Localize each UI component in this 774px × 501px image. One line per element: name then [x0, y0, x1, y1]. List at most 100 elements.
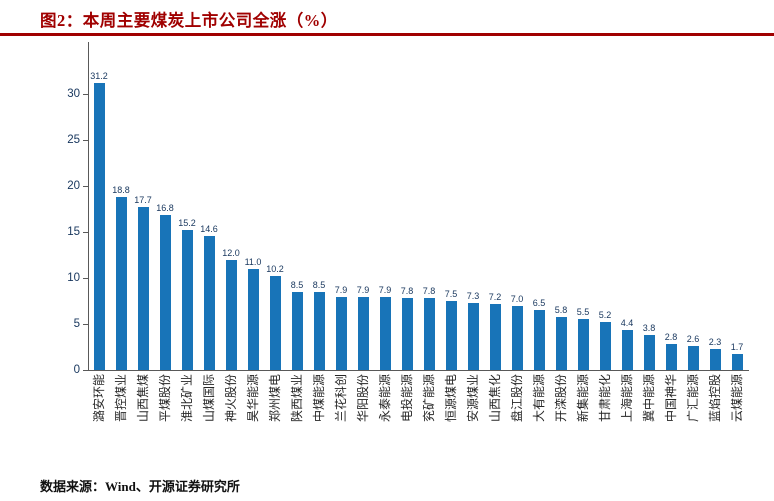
bar [511, 305, 523, 370]
category-text: 安源煤业 [466, 374, 480, 423]
data-source-note: 数据来源：Wind、开源证券研究所 [40, 479, 240, 494]
bar-value-label: 6.5 [532, 298, 546, 309]
category-text: 郑州煤电 [268, 374, 282, 423]
category-text: 兰花科创 [334, 374, 348, 423]
x-axis-category-label: 陕西煤业 [286, 374, 308, 472]
x-axis-category-label: 中煤能源 [308, 374, 330, 472]
x-axis-category-label: 开滦股份 [550, 374, 572, 472]
x-axis-category-label: 盘江股份 [506, 374, 528, 472]
bar [555, 316, 567, 370]
category-text: 开滦股份 [554, 374, 568, 423]
y-axis-tick-mark [83, 186, 88, 187]
bar [225, 259, 237, 370]
figure-title: 图2：本周主要煤炭上市公司全涨（%） [40, 11, 338, 30]
category-text: 昊华能源 [246, 374, 260, 423]
bar [731, 354, 743, 370]
bar [335, 297, 347, 370]
category-text: 中国神华 [664, 374, 678, 423]
bar [665, 344, 677, 370]
bar-value-label: 11.0 [244, 256, 262, 267]
y-axis-tick-label: 0 [73, 364, 80, 376]
x-axis-category-label: 安源煤业 [462, 374, 484, 472]
bar [313, 291, 325, 370]
x-axis-line [88, 370, 749, 371]
category-text: 恒源煤电 [444, 374, 458, 423]
x-axis-category-label: 新集能源 [572, 374, 594, 472]
bar [115, 197, 127, 370]
x-axis-category-label: 恒源煤电 [440, 374, 462, 472]
y-axis-tick-mark [83, 94, 88, 95]
title-divider [0, 33, 774, 36]
x-axis-category-label: 上海能源 [616, 374, 638, 472]
category-text: 华阳股份 [356, 374, 370, 423]
bar-value-label: 12.0 [222, 247, 240, 258]
y-axis-tick-mark [83, 232, 88, 233]
bar-value-label: 5.8 [554, 304, 568, 315]
category-text: 陕西煤业 [290, 374, 304, 423]
bar-value-label: 2.8 [664, 332, 678, 343]
bar [401, 298, 413, 370]
bar-value-label: 8.5 [312, 279, 326, 290]
bar-value-label: 5.2 [598, 310, 612, 321]
bar [621, 329, 633, 370]
y-axis-tick-mark [83, 370, 88, 371]
bar-value-label: 7.8 [422, 286, 436, 297]
x-axis-category-label: 山煤国际 [198, 374, 220, 472]
y-axis-tick-label: 30 [67, 88, 80, 100]
x-axis-category-label: 蓝焰控股 [704, 374, 726, 472]
x-axis-category-label: 云煤能源 [726, 374, 748, 472]
category-text: 上海能源 [620, 374, 634, 423]
bar [445, 301, 457, 370]
bar-value-label: 1.7 [730, 342, 744, 353]
category-text: 山西焦化 [488, 374, 502, 423]
bar-value-label: 7.2 [488, 291, 502, 302]
bar [159, 215, 171, 370]
bar [533, 310, 545, 370]
category-text: 山西焦煤 [136, 374, 150, 423]
bar [687, 346, 699, 370]
bar [137, 207, 149, 370]
category-text: 中煤能源 [312, 374, 326, 423]
bar-value-label: 7.9 [356, 285, 370, 296]
category-text: 神火股份 [224, 374, 238, 423]
category-text: 平煤股份 [158, 374, 172, 423]
bar [709, 348, 721, 370]
bar-value-label: 7.5 [444, 289, 458, 299]
bar-value-label: 10.2 [266, 264, 284, 275]
x-axis-category-label: 甘肃能化 [594, 374, 616, 472]
category-text: 兖矿能源 [422, 374, 436, 423]
x-axis-category-label: 电投能源 [396, 374, 418, 472]
bar [203, 235, 215, 370]
category-text: 山煤国际 [202, 374, 216, 423]
category-text: 蓝焰控股 [708, 374, 722, 423]
category-text: 甘肃能化 [598, 374, 612, 423]
x-axis-category-label: 大有能源 [528, 374, 550, 472]
x-axis-category-label: 广汇能源 [682, 374, 704, 472]
x-axis-category-label: 兰花科创 [330, 374, 352, 472]
x-axis-category-label: 冀中能源 [638, 374, 660, 472]
bar [291, 291, 303, 370]
category-text: 大有能源 [532, 374, 546, 423]
bar-value-label: 2.6 [686, 334, 700, 345]
category-text: 电投能源 [400, 374, 414, 423]
bar-value-label: 7.9 [334, 285, 348, 296]
bar [643, 335, 655, 370]
x-axis-category-label: 晋控煤业 [110, 374, 132, 472]
x-axis-category-label: 神火股份 [220, 374, 242, 472]
y-axis-tick-label: 10 [67, 272, 80, 284]
x-axis-category-label: 山西焦化 [484, 374, 506, 472]
y-axis-tick-label: 25 [67, 134, 80, 146]
category-text: 广汇能源 [686, 374, 700, 423]
y-axis-tick-label: 15 [67, 226, 80, 238]
x-axis-category-label: 永泰能源 [374, 374, 396, 472]
bar-value-label: 3.8 [642, 323, 656, 334]
bar-value-label: 14.6 [200, 223, 218, 234]
bar-value-label: 17.7 [134, 195, 152, 206]
bar-value-label: 7.3 [466, 290, 480, 301]
bar-value-label: 7.8 [400, 286, 414, 297]
bar-value-label: 4.4 [620, 317, 634, 328]
x-axis-category-label: 平煤股份 [154, 374, 176, 472]
bar-chart: 0 5 10 15 20 25 30 31.2 18.8 17.7 16.8 15.2 14.6 12.… [0, 36, 774, 474]
category-text: 晋控煤业 [114, 374, 128, 423]
x-axis-category-label: 郑州煤电 [264, 374, 286, 472]
